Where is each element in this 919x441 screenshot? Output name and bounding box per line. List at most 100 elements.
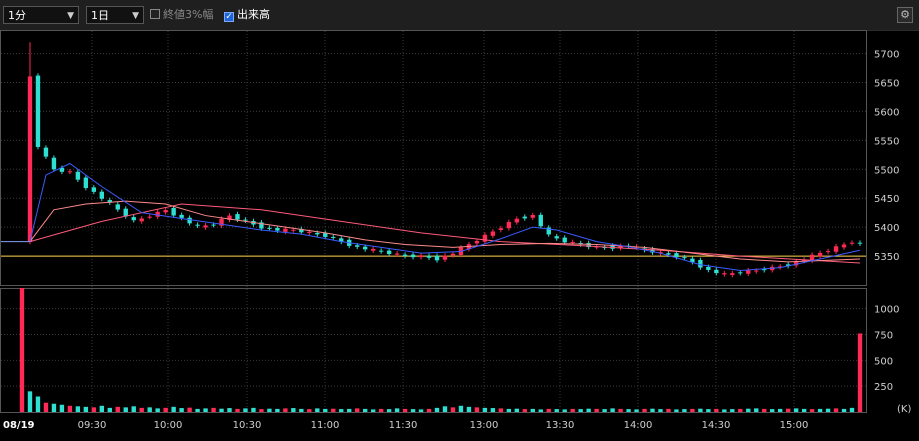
candle-body — [362, 246, 368, 250]
time-tick-label: 15:00 — [780, 420, 809, 431]
volume-bar — [658, 409, 663, 412]
gear-icon[interactable]: ⚙ — [897, 7, 913, 23]
closing-range-label: 終値3%幅 — [163, 8, 214, 21]
candle-body — [35, 75, 41, 147]
candle-body — [243, 219, 248, 221]
volume-bar — [123, 407, 128, 412]
volume-bar — [115, 406, 120, 412]
candle-body — [259, 222, 264, 229]
candle-body — [434, 255, 440, 261]
volume-bar — [394, 408, 400, 412]
volume-bar — [506, 408, 512, 412]
candle-body — [418, 255, 424, 258]
volume-bar — [211, 407, 216, 412]
volume-bar — [554, 409, 559, 412]
volume-bar — [426, 408, 432, 412]
volume-bar — [51, 403, 57, 412]
candle-body — [99, 191, 104, 199]
volume-bar — [163, 407, 168, 412]
price-tick-label: 5450 — [874, 194, 899, 205]
volume-bar — [147, 407, 152, 412]
volume-bar — [578, 409, 583, 412]
volume-bar — [59, 404, 65, 412]
candle-body — [187, 217, 192, 224]
candle-body — [857, 242, 863, 244]
candle-body — [331, 236, 336, 238]
candle-body — [746, 270, 751, 274]
candle-body — [355, 245, 360, 247]
candle-body — [315, 232, 320, 235]
candle-body — [618, 245, 623, 249]
volume-checkbox[interactable]: ✓ 出来高 — [224, 8, 270, 22]
candle-body — [179, 214, 184, 218]
time-tick-label: 10:00 — [154, 420, 183, 431]
volume-bar — [307, 409, 312, 412]
checkbox-unchecked-icon — [150, 9, 160, 19]
time-tick-label: 11:30 — [389, 420, 418, 431]
volume-bar — [171, 406, 176, 412]
candle-body — [67, 171, 73, 173]
volume-bar — [562, 409, 567, 412]
volume-bar — [27, 391, 33, 412]
volume-bar — [474, 407, 480, 412]
candle-body — [650, 249, 655, 253]
candle-body — [155, 211, 160, 217]
price-panel — [0, 30, 867, 286]
volume-bar — [139, 407, 144, 412]
candle-body — [59, 167, 65, 172]
volume-bar — [67, 405, 73, 412]
candle-body — [849, 242, 855, 244]
candle-body — [75, 171, 81, 180]
volume-bar — [754, 408, 759, 412]
candle-body — [211, 224, 216, 226]
candle-body — [825, 251, 831, 253]
volume-bar — [458, 405, 464, 412]
candle-body — [147, 216, 152, 218]
volume-bar — [179, 408, 184, 412]
candle-body — [163, 210, 168, 213]
volume-tick-label: 250 — [874, 382, 893, 393]
volume-bar — [347, 408, 352, 412]
candle-body — [841, 244, 847, 248]
volume-bar — [75, 406, 81, 412]
volume-bar — [634, 409, 639, 412]
volume-bar — [227, 408, 232, 412]
closing-range-checkbox[interactable]: 終値3%幅 — [150, 8, 213, 22]
volume-bar — [323, 408, 328, 412]
volume-bar — [91, 407, 97, 412]
candle-body — [738, 272, 743, 274]
volume-tick-label: 1000 — [874, 305, 899, 316]
candle-body — [714, 269, 719, 274]
volume-bar — [706, 409, 711, 412]
price-tick-label: 5400 — [874, 223, 899, 234]
volume-bar — [825, 408, 831, 412]
candle-body — [482, 234, 488, 242]
volume-bar — [339, 409, 344, 412]
volume-bar — [841, 408, 847, 412]
interval-select[interactable]: 1分 ▼ — [3, 6, 79, 24]
volume-bar — [730, 409, 735, 412]
volume-bar — [19, 288, 25, 412]
volume-bar — [107, 407, 112, 412]
time-tick-label: 11:00 — [311, 420, 340, 431]
volume-bar — [410, 409, 416, 412]
period-select[interactable]: 1日 ▼ — [86, 6, 144, 24]
moving-average-fast-line — [29, 162, 861, 272]
volume-bar — [99, 405, 104, 412]
candle-body — [283, 228, 288, 232]
volume-bar — [602, 409, 607, 412]
candle-body — [410, 254, 416, 258]
volume-bar — [530, 408, 535, 412]
candle-body — [131, 217, 136, 221]
chevron-down-icon: ▼ — [67, 11, 74, 21]
candle-body — [658, 252, 663, 254]
volume-bar — [698, 408, 703, 412]
price-tick-label: 5500 — [874, 165, 899, 176]
candle-body — [801, 259, 807, 262]
volume-tick-label: 500 — [874, 356, 893, 367]
volume-bar — [131, 406, 136, 412]
volume-panel — [0, 288, 867, 413]
candle-body — [562, 237, 567, 243]
volume-bar — [243, 408, 248, 412]
volume-bar — [362, 408, 368, 412]
